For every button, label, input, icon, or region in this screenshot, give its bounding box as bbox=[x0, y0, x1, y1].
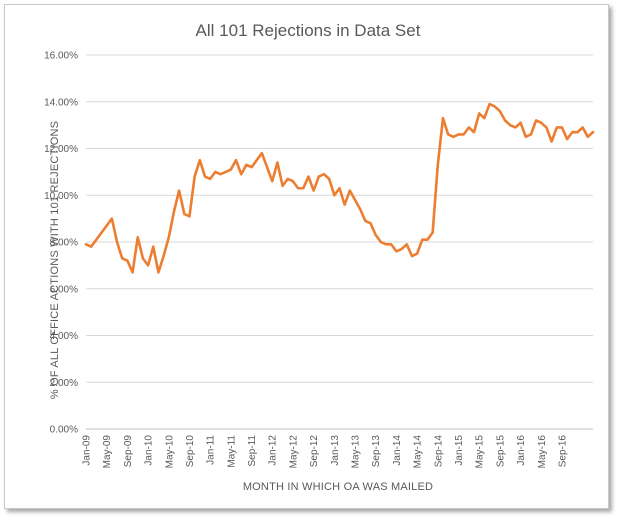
y-tick-label: 2.00% bbox=[50, 378, 78, 389]
x-tick-label: May-14 bbox=[413, 435, 424, 469]
y-tick-label: 8.00% bbox=[50, 238, 78, 249]
x-tick-label: May-16 bbox=[537, 435, 548, 469]
x-tick-label: May-13 bbox=[351, 435, 362, 469]
x-tick-label: Sep-14 bbox=[433, 435, 444, 468]
x-tick-label: Jan-10 bbox=[144, 435, 155, 466]
y-tick-label: 6.00% bbox=[50, 284, 78, 295]
x-tick-label: Jan-09 bbox=[82, 435, 93, 466]
y-tick-label: 0.00% bbox=[50, 425, 78, 436]
x-tick-label: Sep-12 bbox=[309, 435, 320, 468]
y-axis-ticks: 0.00% 2.00% 4.00% 6.00% 8.00% 10.00% 12.00% 14.… bbox=[44, 51, 78, 436]
x-axis-title: MONTH IN WHICH OA WAS MAILED bbox=[243, 481, 433, 493]
x-tick-label: Jan-15 bbox=[454, 435, 465, 466]
y-tick-label: 16.00% bbox=[44, 51, 78, 62]
x-tick-label: Jan-12 bbox=[268, 435, 279, 466]
x-tick-label: May-11 bbox=[226, 435, 237, 468]
x-tick-label: Jan-13 bbox=[330, 435, 341, 466]
chart-title: All 101 Rejections in Data Set bbox=[196, 21, 421, 40]
x-tick-label: Sep-15 bbox=[495, 435, 506, 468]
y-tick-label: 10.00% bbox=[44, 191, 78, 202]
y-tick-label: 14.00% bbox=[44, 97, 78, 108]
x-tick-label: Jan-11 bbox=[206, 435, 217, 465]
chart-frame bbox=[4, 4, 609, 509]
y-axis-title: % OF ALL OFFICE ACTIONS WITH 101 REJECTI… bbox=[49, 121, 61, 399]
series-line bbox=[84, 102, 595, 274]
x-tick-label: Sep-09 bbox=[123, 435, 134, 468]
x-tick-label: Jan-14 bbox=[392, 435, 403, 466]
x-tick-label: Sep-11 bbox=[247, 435, 258, 467]
x-tick-label: May-15 bbox=[475, 435, 486, 469]
series-layer bbox=[84, 102, 595, 274]
x-tick-label: Sep-10 bbox=[185, 435, 196, 468]
x-tick-label: Sep-13 bbox=[371, 435, 382, 468]
x-tick-label: May-10 bbox=[164, 435, 175, 469]
x-tick-label: May-12 bbox=[288, 435, 299, 469]
gridlines bbox=[86, 54, 593, 430]
y-tick-label: 4.00% bbox=[50, 331, 78, 342]
x-tick-label: May-09 bbox=[102, 435, 113, 469]
x-axis-ticks: Jan-09 May-09 Sep-09 Jan-10 May-10 Sep-10 Jan-… bbox=[82, 435, 569, 469]
x-tick-label: Sep-16 bbox=[557, 435, 568, 468]
y-tick-label: 12.00% bbox=[44, 144, 78, 155]
x-tick-label: Jan-16 bbox=[516, 435, 527, 466]
